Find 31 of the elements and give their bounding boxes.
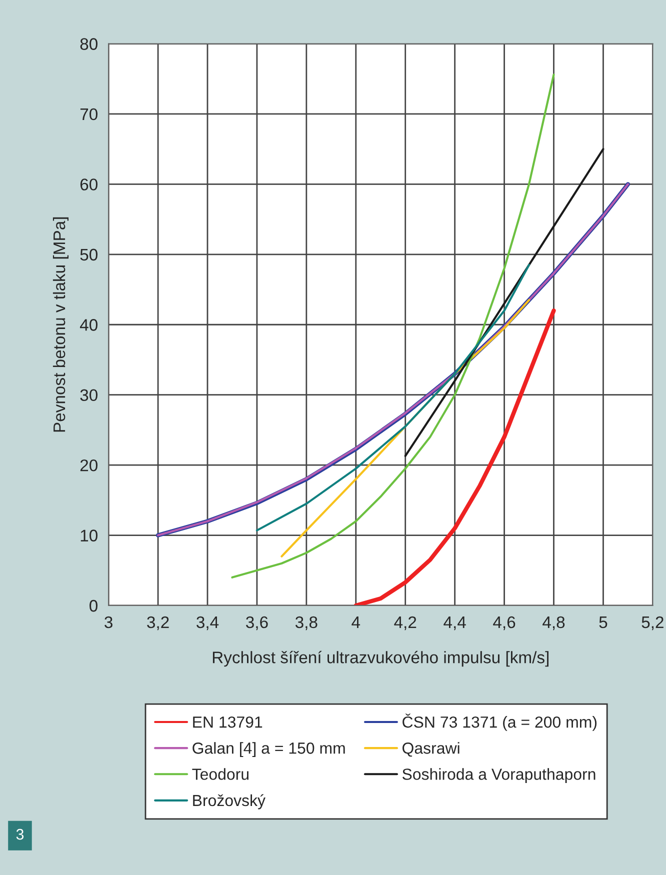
x-tick-label: 4,4 bbox=[444, 616, 466, 630]
x-tick-label: 3,4 bbox=[196, 616, 219, 630]
y-tick-label: 60 bbox=[80, 178, 98, 190]
y-axis-title: Pevnost betonu v tlaku [MPa] bbox=[52, 217, 68, 432]
y-tick-label: 80 bbox=[80, 38, 98, 50]
y-tick-label: 30 bbox=[80, 389, 98, 402]
y-tick-label: 10 bbox=[80, 530, 98, 542]
y-tick-label: 20 bbox=[80, 459, 98, 472]
x-axis-title: Rychlost šíření ultrazvukového impulsu [km/s] bbox=[212, 650, 548, 667]
x-tick-label: 4,8 bbox=[542, 616, 565, 630]
text: 3 bbox=[16, 828, 24, 840]
legend-label: Teodoru bbox=[192, 768, 248, 780]
y-tick-label: 0 bbox=[90, 600, 98, 612]
y-tick-label: 50 bbox=[80, 248, 98, 261]
legend-label: Qasrawi bbox=[402, 742, 460, 757]
x-tick-label: 5 bbox=[599, 616, 608, 628]
x-tick-label: 3 bbox=[104, 616, 112, 628]
x-tick-label: 4,6 bbox=[493, 616, 516, 630]
legend-label: Galan [4] a = 150 mm bbox=[192, 742, 345, 757]
x-tick-label: 5,2 bbox=[642, 616, 664, 630]
x-tick-label: 3,6 bbox=[246, 616, 268, 630]
y-tick-label: 40 bbox=[80, 319, 98, 331]
x-tick-label: 3,8 bbox=[295, 616, 318, 630]
legend-label: Brožovský bbox=[193, 794, 266, 810]
legend-label: ČSN 73 1371 (a = 200 mm) bbox=[402, 714, 597, 731]
legend-label: EN 13791 bbox=[193, 716, 262, 728]
legend-label: Soshiroda a Voraputhaporn bbox=[402, 768, 596, 784]
x-tick-label: 4,2 bbox=[394, 616, 416, 630]
y-tick-label: 70 bbox=[80, 108, 98, 120]
x-tick-label: 3,2 bbox=[147, 616, 169, 630]
x-tick-label: 4 bbox=[352, 616, 360, 628]
